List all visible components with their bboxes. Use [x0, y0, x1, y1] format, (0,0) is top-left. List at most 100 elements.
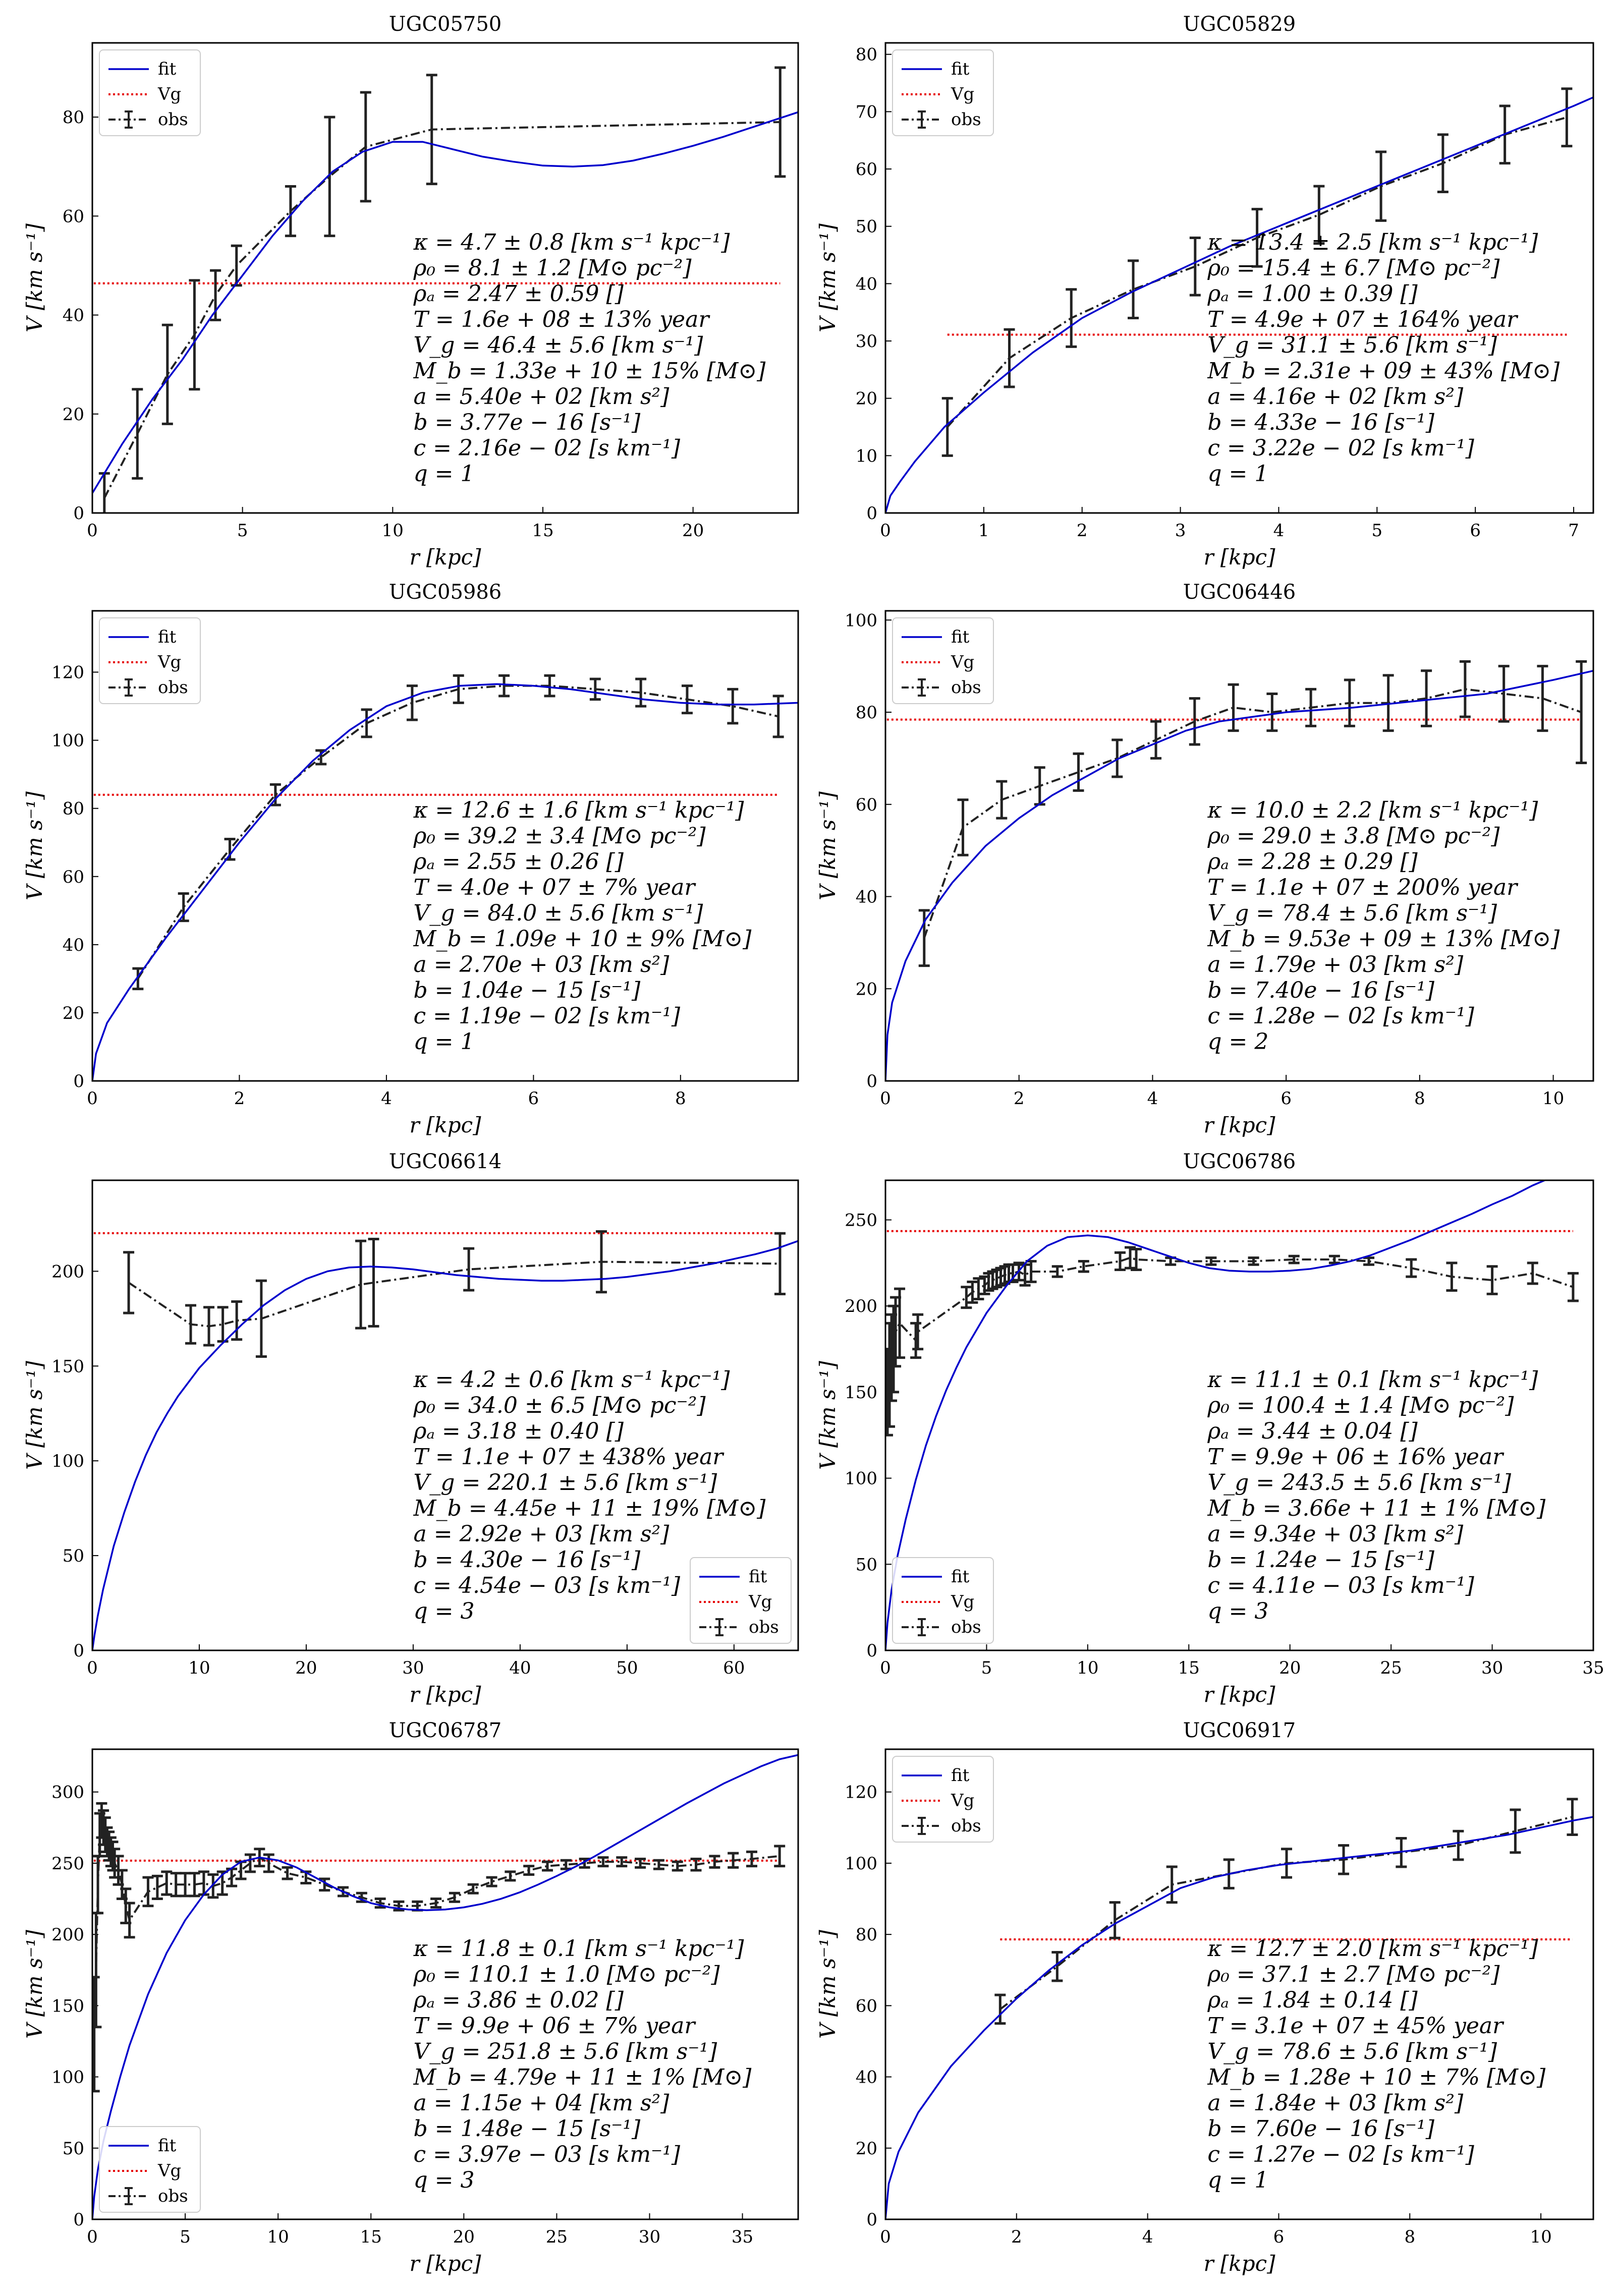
x-tick-label: 5 — [1371, 521, 1382, 541]
y-axis-label: V [km s⁻¹] — [815, 1930, 840, 2039]
x-tick-label: 5 — [180, 2227, 191, 2247]
param-annotation: ρ₀ = 37.1 ± 2.7 [M⊙ pc⁻²] — [1207, 1962, 1500, 1987]
y-tick-label: 80 — [63, 107, 84, 128]
legend-label-vg: Vg — [157, 2161, 181, 2181]
param-annotation: a = 1.84e + 03 [km s²] — [1207, 2090, 1464, 2116]
param-annotation: c = 1.27e − 02 [s km⁻¹] — [1207, 2142, 1474, 2167]
y-tick-label: 20 — [856, 979, 877, 999]
axes-frame — [91, 1748, 799, 2220]
legend: fit Vg obs — [892, 1557, 994, 1644]
y-tick-label: 70 — [856, 102, 877, 122]
y-tick-label: 80 — [856, 1925, 877, 1945]
y-tick-label: 80 — [856, 45, 877, 65]
y-tick-label: 150 — [51, 1356, 84, 1376]
y-tick-label: 0 — [866, 503, 877, 524]
y-tick-label: 120 — [845, 1783, 877, 1803]
panel-title: UGC06446 — [1183, 581, 1296, 604]
y-axis-label: V [km s⁻¹] — [815, 223, 840, 332]
param-annotation: M_b = 3.66e + 11 ± 1% [M⊙] — [1207, 1496, 1546, 1521]
legend-label-vg: Vg — [951, 1592, 974, 1612]
x-tick-label: 20 — [453, 2227, 475, 2247]
legend-label-obs: obs — [951, 1816, 981, 1836]
x-tick-label: 8 — [1414, 1088, 1425, 1109]
param-annotation: M_b = 1.33e + 10 ± 15% [M⊙] — [413, 358, 766, 384]
y-tick-label: 50 — [63, 1546, 84, 1566]
x-tick-label: 4 — [1147, 1088, 1158, 1109]
y-tick-label: 250 — [51, 1854, 84, 1874]
axes-frame — [91, 610, 799, 1082]
y-tick-label: 300 — [51, 1783, 84, 1803]
plot-area — [885, 87, 1593, 513]
x-tick-label: 15 — [360, 2227, 382, 2247]
param-annotation: V_g = 31.1 ± 5.6 [km s⁻¹] — [1207, 332, 1497, 358]
y-tick-label: 250 — [845, 1211, 877, 1231]
param-annotation: b = 3.77e − 16 [s⁻¹] — [414, 410, 641, 435]
y-tick-label: 200 — [51, 1261, 84, 1282]
param-annotation: T = 9.9e + 06 ± 7% year — [414, 2013, 697, 2039]
param-annotation: κ = 11.1 ± 0.1 [km s⁻¹ kpc⁻¹] — [1207, 1367, 1538, 1393]
obs-line — [923, 688, 1582, 939]
panel-ugc06787: UGC06787 0 5 10 15 20 25 30 35 0 50 100 150 200 250 300… — [22, 1719, 799, 2276]
y-tick-label: 0 — [866, 1641, 877, 1661]
panel-ugc05750: UGC05750 0 5 10 15 20 0 20 40 60 80 r [kpc] V [km s⁻… — [22, 13, 799, 569]
axes-frame — [884, 1748, 1594, 2220]
param-annotation: b = 7.60e − 16 [s⁻¹] — [1207, 2116, 1434, 2142]
legend-label-obs: obs — [158, 677, 188, 698]
param-annotation: V_g = 78.4 ± 5.6 [km s⁻¹] — [1207, 900, 1497, 926]
x-tick-label: 60 — [723, 1658, 745, 1678]
y-tick-label: 50 — [856, 217, 877, 237]
legend-label-obs: obs — [951, 1617, 981, 1637]
x-tick-label: 25 — [1380, 1658, 1402, 1678]
y-tick-label: 20 — [63, 1003, 84, 1023]
param-annotation: ρ₀ = 15.4 ± 6.7 [M⊙ pc⁻²] — [1207, 255, 1500, 281]
legend-label-fit: fit — [158, 2136, 177, 2156]
x-tick-label: 10 — [1530, 2227, 1551, 2247]
x-tick-label: 1 — [978, 521, 989, 541]
legend-label-obs: obs — [951, 109, 981, 130]
y-tick-label: 80 — [856, 703, 877, 723]
y-tick-label: 0 — [73, 1071, 84, 1092]
panel-title: UGC05750 — [389, 13, 502, 36]
param-annotation: κ = 12.6 ± 1.6 [km s⁻¹ kpc⁻¹] — [413, 797, 745, 823]
x-tick-label: 4 — [1273, 521, 1285, 541]
panel-title: UGC05986 — [389, 581, 502, 604]
y-tick-label: 0 — [73, 1641, 84, 1661]
x-axis-label: r [kpc] — [409, 1682, 481, 1707]
legend-box — [892, 49, 994, 136]
param-annotation: T = 4.9e + 07 ± 164% year — [1207, 307, 1519, 332]
x-tick-label: 10 — [1077, 1658, 1098, 1678]
x-tick-label: 0 — [87, 2227, 98, 2247]
param-annotation: c = 3.22e − 02 [s km⁻¹] — [1207, 435, 1474, 461]
panel-title: UGC06917 — [1183, 1719, 1296, 1742]
param-annotation: T = 1.6e + 08 ± 13% year — [414, 307, 711, 332]
legend-label-obs: obs — [158, 109, 188, 130]
legend-label-obs: obs — [158, 2186, 188, 2206]
x-tick-label: 35 — [732, 2227, 753, 2247]
param-annotation: ρₐ = 1.00 ± 0.39 [] — [1207, 281, 1418, 307]
legend: fit Vg obs — [892, 49, 994, 136]
param-annotation: ρₐ = 3.86 ± 0.02 [] — [413, 1987, 624, 2013]
y-tick-label: 100 — [51, 731, 84, 751]
fit-line — [92, 683, 798, 1081]
x-tick-label: 8 — [1404, 2227, 1415, 2247]
legend-label-vg: Vg — [748, 1592, 772, 1612]
y-tick-label: 0 — [73, 503, 84, 524]
legend-label-vg: Vg — [157, 652, 181, 672]
x-tick-label: 0 — [880, 1658, 891, 1678]
param-annotation: κ = 4.2 ± 0.6 [km s⁻¹ kpc⁻¹] — [413, 1367, 731, 1393]
param-annotation: M_b = 4.45e + 11 ± 19% [M⊙] — [413, 1496, 766, 1521]
x-axis-label: r [kpc] — [409, 1113, 481, 1137]
legend-label-vg: Vg — [951, 1791, 974, 1811]
x-tick-label: 10 — [188, 1658, 210, 1678]
param-annotation: ρₐ = 2.55 ± 0.26 [] — [413, 849, 624, 875]
y-axis-label: V [km s⁻¹] — [22, 1930, 47, 2039]
param-annotation: a = 1.79e + 03 [km s²] — [1207, 952, 1464, 978]
y-tick-label: 40 — [856, 887, 877, 907]
legend: fit Vg obs — [892, 1756, 994, 1843]
y-tick-label: 40 — [63, 935, 84, 955]
panel-title: UGC06787 — [389, 1719, 502, 1742]
legend-box — [892, 617, 994, 704]
